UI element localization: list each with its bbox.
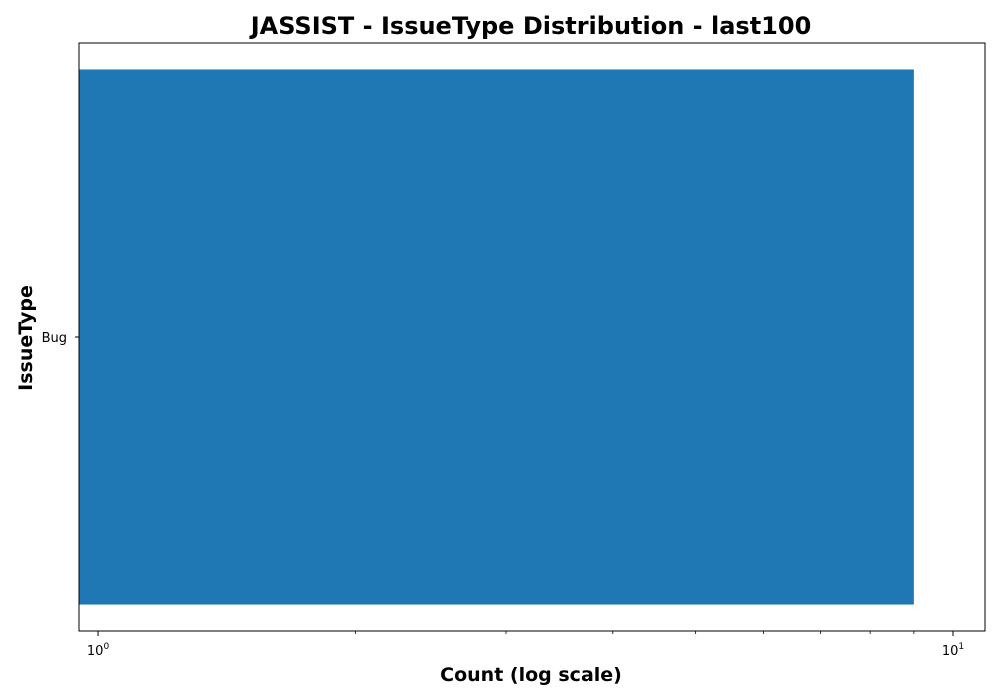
y-axis-label: IssueType xyxy=(15,285,37,391)
x-axis: 100 101 xyxy=(87,631,964,659)
x-axis-label: Count (log scale) xyxy=(440,664,622,686)
plot-area xyxy=(79,69,914,605)
x-tick-label: 101 xyxy=(942,642,964,659)
x-tick-label: 100 xyxy=(87,642,110,659)
bar-bug xyxy=(79,69,914,605)
y-axis: Bug xyxy=(42,331,79,346)
y-tick-label: Bug xyxy=(42,331,67,346)
chart-title: JASSIST - IssueType Distribution - last1… xyxy=(249,12,812,40)
